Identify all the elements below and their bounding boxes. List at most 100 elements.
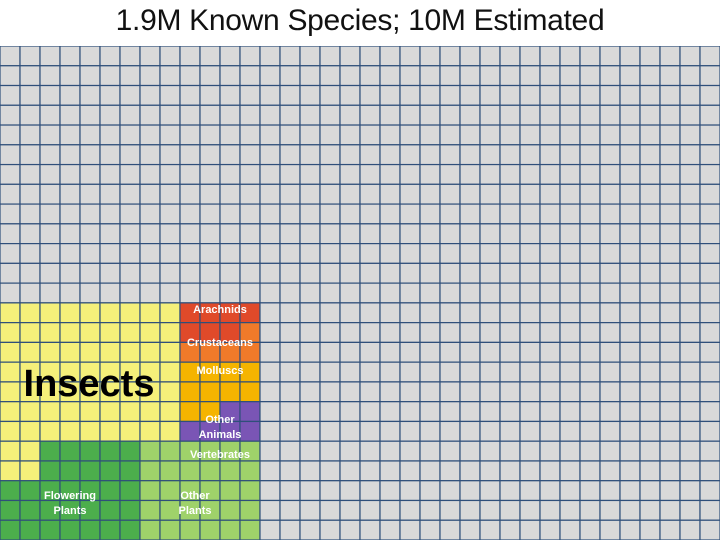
waffle-cell	[19, 440, 41, 462]
waffle-cell	[279, 104, 301, 126]
waffle-cell	[519, 65, 541, 87]
waffle-cell	[219, 163, 241, 185]
waffle-cell	[179, 282, 201, 304]
waffle-cell	[519, 499, 541, 521]
waffle-cell	[579, 401, 601, 423]
waffle-cell	[659, 499, 681, 521]
waffle-cell	[319, 341, 341, 363]
waffle-cell	[279, 223, 301, 245]
waffle-cell	[339, 499, 361, 521]
waffle-cell	[319, 420, 341, 442]
waffle-cell	[639, 65, 661, 87]
waffle-cell	[159, 381, 181, 403]
waffle-cell	[379, 519, 401, 540]
waffle-cell	[199, 262, 221, 284]
waffle-cell	[419, 381, 441, 403]
waffle-cell	[119, 302, 141, 324]
waffle-cell	[359, 104, 381, 126]
waffle-cell	[419, 163, 441, 185]
waffle-cell	[19, 480, 41, 502]
waffle-cell	[579, 341, 601, 363]
waffle-cell	[259, 243, 281, 264]
waffle-cell	[379, 361, 401, 383]
waffle-cell	[659, 361, 681, 383]
waffle-cell	[199, 203, 221, 225]
waffle-cell	[259, 519, 281, 540]
waffle-cell	[259, 223, 281, 245]
waffle-cell	[639, 262, 661, 284]
waffle-cell	[519, 183, 541, 205]
waffle-cell	[119, 124, 141, 146]
waffle-cell	[339, 163, 361, 185]
waffle-cell	[459, 46, 481, 67]
waffle-cell	[359, 65, 381, 87]
waffle-cell	[699, 65, 720, 87]
waffle-cell	[179, 144, 201, 166]
waffle-cell	[179, 262, 201, 284]
waffle-cell	[39, 322, 61, 344]
waffle-cell	[679, 282, 701, 304]
waffle-cell	[479, 322, 501, 344]
waffle-cell	[659, 183, 681, 205]
waffle-cell	[459, 519, 481, 540]
waffle-cell	[419, 124, 441, 146]
waffle-cell	[339, 401, 361, 423]
waffle-cell	[239, 519, 261, 540]
waffle-cell	[0, 381, 21, 403]
waffle-cell	[599, 302, 621, 324]
waffle-cell	[199, 124, 221, 146]
waffle-cell	[679, 322, 701, 344]
waffle-cell	[299, 262, 321, 284]
waffle-cell	[199, 243, 221, 264]
waffle-cell	[19, 282, 41, 304]
waffle-cell	[439, 282, 461, 304]
waffle-cell	[179, 519, 201, 540]
waffle-cell	[499, 499, 521, 521]
waffle-cell	[99, 282, 121, 304]
waffle-cell	[279, 282, 301, 304]
waffle-cell	[539, 460, 561, 482]
waffle-cell	[699, 499, 720, 521]
waffle-cell	[0, 144, 21, 166]
waffle-cell	[459, 104, 481, 126]
waffle-cell	[79, 203, 101, 225]
waffle-cell	[159, 282, 181, 304]
waffle-cell	[539, 46, 561, 67]
waffle-cell	[0, 65, 21, 87]
waffle-cell	[179, 460, 201, 482]
waffle-cell	[539, 282, 561, 304]
waffle-cell	[279, 322, 301, 344]
waffle-cell	[399, 223, 421, 245]
waffle-cell	[559, 282, 581, 304]
waffle-cell	[399, 420, 421, 442]
waffle-cell	[619, 203, 641, 225]
waffle-cell	[319, 282, 341, 304]
waffle-cell	[379, 243, 401, 264]
waffle-cell	[59, 203, 81, 225]
waffle-cell	[139, 302, 161, 324]
waffle-cell	[279, 401, 301, 423]
waffle-cell	[319, 104, 341, 126]
waffle-cell	[359, 203, 381, 225]
waffle-cell	[359, 420, 381, 442]
waffle-cell	[399, 302, 421, 324]
waffle-cell	[339, 124, 361, 146]
waffle-cell	[259, 341, 281, 363]
waffle-cell	[699, 322, 720, 344]
waffle-cell	[479, 46, 501, 67]
waffle-cell	[579, 322, 601, 344]
waffle-cell	[159, 460, 181, 482]
waffle-cell	[299, 65, 321, 87]
waffle-cell	[499, 480, 521, 502]
waffle-cell	[679, 401, 701, 423]
waffle-cell	[679, 223, 701, 245]
waffle-cell	[359, 124, 381, 146]
waffle-cell	[379, 302, 401, 324]
waffle-cell	[39, 163, 61, 185]
waffle-cell	[319, 460, 341, 482]
waffle-cell	[319, 203, 341, 225]
waffle-cell	[539, 183, 561, 205]
waffle-cell	[99, 519, 121, 540]
waffle-cell	[399, 262, 421, 284]
waffle-cell	[539, 480, 561, 502]
